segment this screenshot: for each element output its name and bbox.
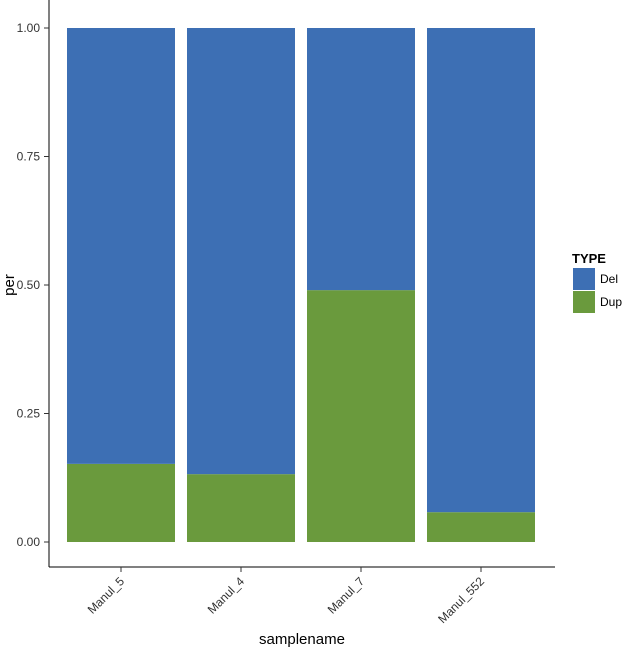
legend: TYPE Del Dup	[572, 251, 622, 313]
bar-del-manul-7	[307, 28, 415, 291]
legend-items: Del Dup	[573, 268, 622, 313]
y-axis-title: per	[1, 274, 18, 296]
x-tick-label: Manul_5	[85, 574, 128, 617]
y-tick-label: 0.00	[17, 535, 41, 549]
legend-swatch-del	[573, 268, 595, 290]
y-tick-label: 0.25	[17, 407, 41, 421]
x-tick-label: Manul_552	[435, 574, 487, 626]
x-axis-title: samplename	[259, 631, 345, 648]
legend-swatch-dup	[573, 291, 595, 313]
bar-del-manul-552	[427, 28, 535, 513]
legend-label-del: Del	[600, 272, 618, 286]
bar-del-manul-4	[187, 28, 295, 475]
y-tick-label: 1.00	[17, 21, 41, 35]
y-tick-label: 0.75	[17, 150, 41, 164]
bars-layer	[67, 28, 535, 542]
legend-title: TYPE	[572, 251, 606, 266]
bar-dup-manul-552	[427, 512, 535, 542]
bar-dup-manul-5	[67, 463, 175, 542]
legend-label-dup: Dup	[600, 295, 622, 309]
bar-del-manul-5	[67, 28, 175, 464]
x-tick-label: Manul_4	[205, 574, 248, 617]
y-ticks: 0.00 0.25 0.50 0.75 1.00	[17, 21, 49, 549]
y-tick-label: 0.50	[17, 278, 41, 292]
x-tick-label: Manul_7	[325, 574, 368, 617]
bar-dup-manul-7	[307, 290, 415, 542]
bar-dup-manul-4	[187, 474, 295, 542]
x-ticks: Manul_5 Manul_4 Manul_7 Manul_552	[85, 567, 487, 626]
